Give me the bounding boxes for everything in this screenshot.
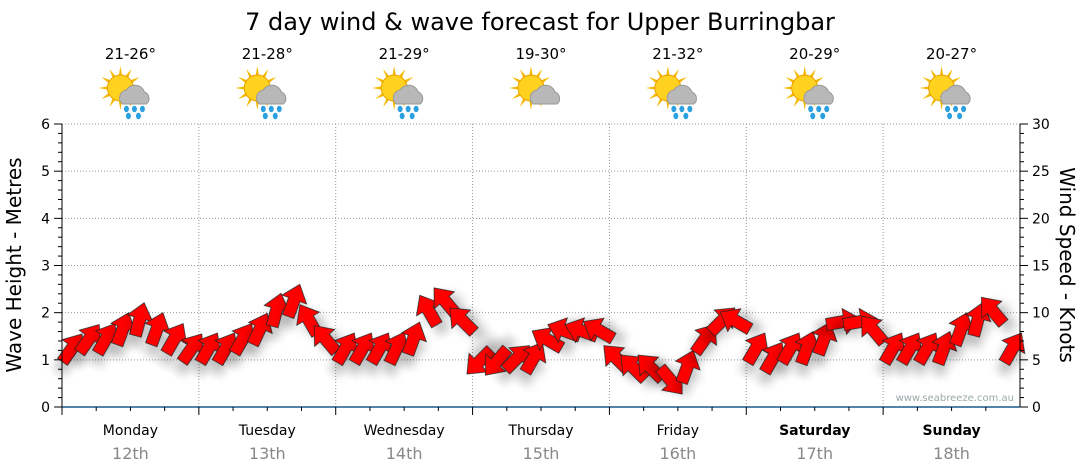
- watermark: www.seabreeze.com.au: [896, 393, 1014, 404]
- day-label: Thursday: [507, 423, 573, 439]
- wind-arrow: [313, 325, 342, 357]
- left-tick-label: 0: [41, 400, 50, 416]
- temp-range: 19-30°: [515, 45, 566, 63]
- wind-arrow: [719, 308, 754, 335]
- wind-arrow: [484, 344, 513, 376]
- day-label: Sunday: [922, 423, 980, 439]
- wind-arrow: [400, 321, 427, 357]
- wind-arrow: [948, 312, 975, 348]
- date-label: 14th: [386, 444, 423, 463]
- wind-arrow: [998, 332, 1026, 367]
- wind-arrow: [348, 332, 376, 367]
- left-tick-label: 6: [41, 117, 50, 133]
- right-tick-label: 5: [1032, 353, 1041, 369]
- left-tick-label: 3: [41, 259, 50, 275]
- right-tick-label: 0: [1032, 400, 1041, 416]
- day-label: Friday: [657, 423, 699, 439]
- wind-arrow: [331, 332, 359, 367]
- wind-arrow: [449, 307, 479, 337]
- date-label: 15th: [523, 444, 560, 463]
- temp-range: 20-27°: [926, 45, 977, 63]
- wind-arrow: [878, 332, 906, 367]
- date-label: 12th: [112, 444, 149, 463]
- date-label: 16th: [659, 444, 696, 463]
- date-label: 13th: [249, 444, 286, 463]
- wind-arrow: [74, 324, 102, 357]
- temp-range: 21-29°: [379, 45, 430, 63]
- wind-arrow: [531, 327, 566, 354]
- temp-range: 21-28°: [242, 45, 293, 63]
- wind-arrow: [811, 321, 838, 357]
- wind-arrow: [263, 292, 291, 329]
- wind-arrow: [176, 333, 204, 366]
- wind-arrow: [583, 317, 617, 345]
- sun-cloud-rain-icon: [235, 66, 287, 120]
- wind-arrow: [194, 332, 222, 367]
- wind-arrow: [861, 315, 889, 347]
- sun-cloud-showers-icon: [372, 66, 424, 120]
- wind-arrow: [466, 345, 496, 375]
- temp-range: 21-26°: [105, 45, 156, 63]
- wind-arrow: [160, 323, 187, 357]
- right-axis-label: Wind Speed - Knots: [1055, 167, 1079, 363]
- sun-cloud-icon: [509, 66, 561, 110]
- date-label: 18th: [933, 444, 970, 463]
- day-label: Wednesday: [364, 423, 445, 439]
- wind-arrow: [281, 283, 308, 319]
- day-label: Monday: [103, 423, 158, 439]
- wind-arrow: [144, 312, 171, 348]
- sun-cloud-rain-icon: [98, 66, 150, 120]
- date-label: 17th: [796, 444, 833, 463]
- sun-cloud-rain-icon: [782, 66, 834, 120]
- left-axis-label: Wave Height - Metres: [2, 157, 26, 372]
- right-tick-label: 20: [1032, 211, 1050, 227]
- left-tick-label: 4: [41, 211, 50, 227]
- left-tick-label: 2: [41, 306, 50, 322]
- sun-cloud-rain-icon: [645, 66, 697, 120]
- wind-arrow: [110, 312, 137, 348]
- sun-cloud-rain-icon: [919, 66, 971, 120]
- wind-arrow: [981, 296, 1009, 328]
- left-tick-label: 1: [41, 353, 50, 369]
- right-tick-label: 10: [1032, 306, 1050, 322]
- wind-arrow: [896, 332, 923, 367]
- wind-arrow: [126, 302, 154, 338]
- chart-title: 7 day wind & wave forecast for Upper Bur…: [245, 8, 835, 36]
- right-tick-label: 30: [1032, 117, 1050, 133]
- wind-arrow: [674, 349, 701, 385]
- day-label: Tuesday: [238, 423, 296, 439]
- left-tick-label: 5: [41, 164, 50, 180]
- temp-range: 21-32°: [652, 45, 703, 63]
- right-tick-label: 15: [1032, 259, 1050, 275]
- day-label: Saturday: [779, 423, 850, 439]
- temp-range: 20-29°: [789, 45, 840, 63]
- wind-arrow: [742, 332, 769, 367]
- right-tick-label: 25: [1032, 164, 1050, 180]
